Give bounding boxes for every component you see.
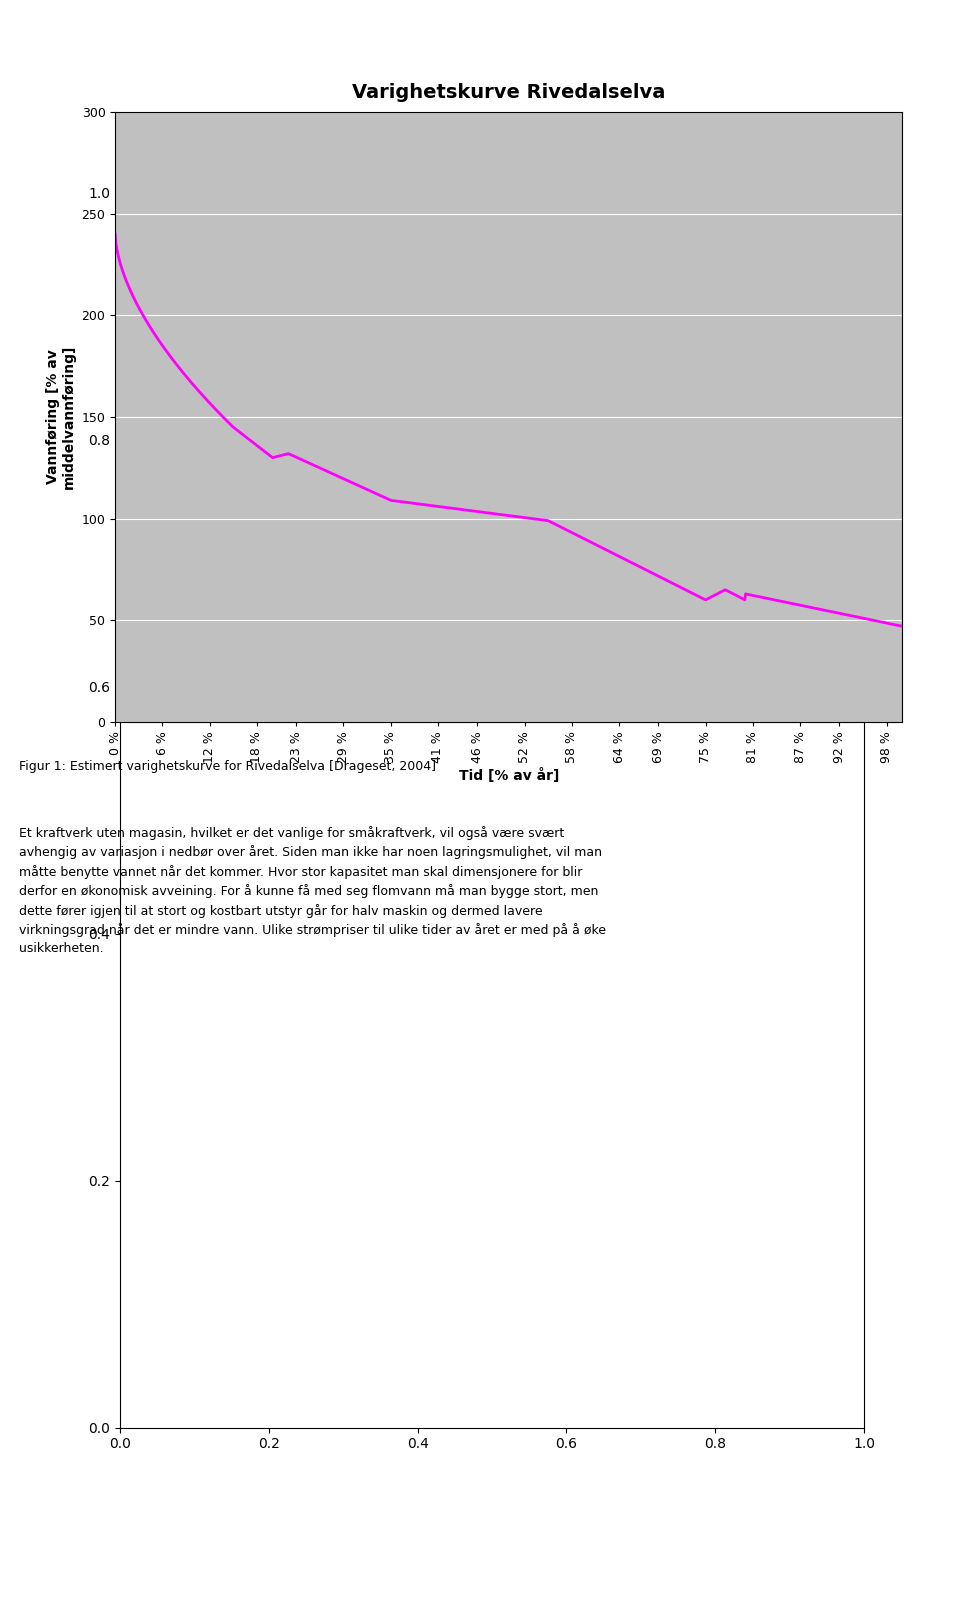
Text: Et kraftverk uten magasin, hvilket er det vanlige for småkraftverk, vil også vær: Et kraftverk uten magasin, hvilket er de… [19,826,606,956]
X-axis label: Tid [% av år]: Tid [% av år] [459,768,559,783]
Title: Varighetskurve Rivedalselva: Varighetskurve Rivedalselva [352,83,665,103]
Text: Figur 1: Estimert varighetskurve for Rivedalselva [Drageset, 2004]: Figur 1: Estimert varighetskurve for Riv… [19,760,436,773]
Y-axis label: Vannføring [% av
middelvannføring]: Vannføring [% av middelvannføring] [46,345,76,489]
